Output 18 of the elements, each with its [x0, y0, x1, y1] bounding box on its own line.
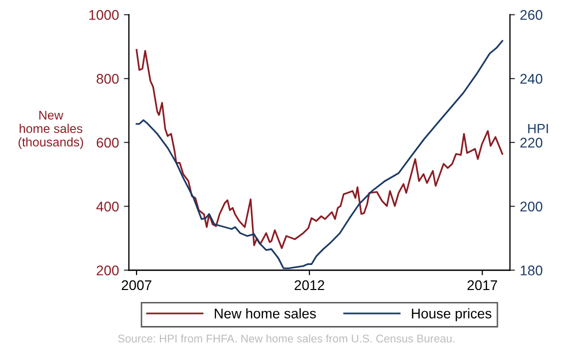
y2-tick-label: 260	[520, 10, 542, 20]
y-tick-label: 1000	[89, 10, 119, 20]
y2-tick-label: 180	[520, 266, 542, 276]
y2-axis-title: HPI	[528, 124, 548, 134]
legend-label: House prices	[412, 308, 492, 322]
y2-tick-label: 220	[520, 138, 542, 148]
y2-tick-label: 200	[520, 202, 542, 212]
y-axis-title: New home sales (thousands)	[18, 110, 84, 149]
x-tick-label: 2012	[294, 280, 324, 290]
y-tick-label: 400	[96, 202, 119, 212]
legend-label: New home sales	[214, 308, 316, 318]
source-note: Source: HPI from FHFA. New home sales from U.S. Census Bureau.	[118, 334, 454, 342]
x-tick-label: 2017	[468, 280, 498, 290]
y2-tick-label: 240	[520, 74, 542, 84]
x-tick-label: 2007	[122, 280, 152, 290]
y-tick-label: 600	[96, 138, 119, 148]
y-tick-label: 200	[96, 266, 119, 276]
y-tick-label: 800	[96, 74, 119, 84]
